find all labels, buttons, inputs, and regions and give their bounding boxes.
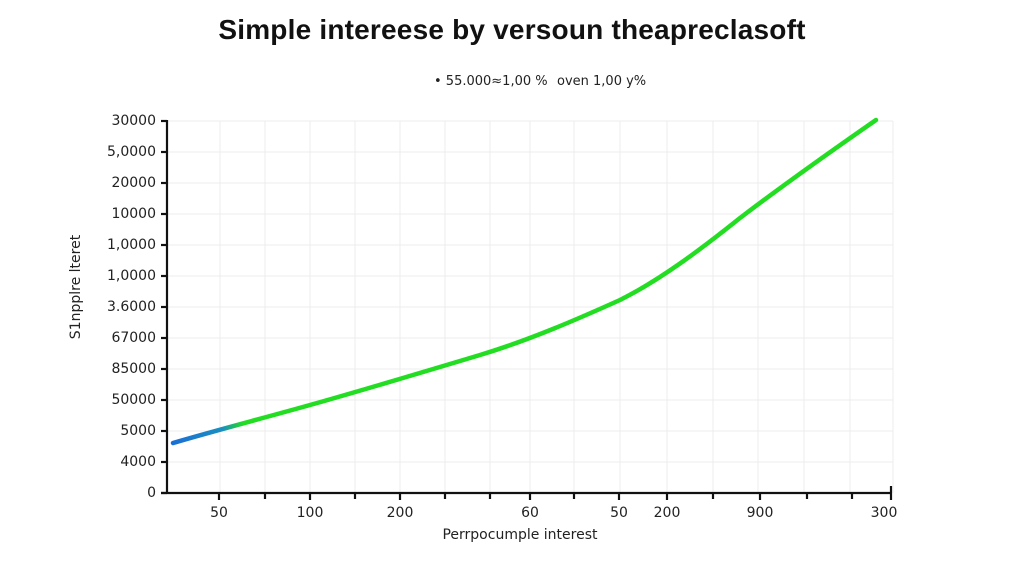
x-tick-label: 300	[870, 505, 898, 521]
y-tick-label: 1,0000	[107, 237, 156, 253]
x-axis-label: Perrpocumple interest	[442, 527, 598, 543]
y-axis	[161, 119, 169, 495]
chart-title: Simple intereese by versoun theapreclaso…	[218, 14, 806, 45]
y-tick-label: 10000	[111, 206, 156, 222]
x-tick-label: 50	[210, 505, 228, 521]
y-tick-label: 1,0000	[107, 268, 156, 284]
x-tick-label: 200	[386, 505, 414, 521]
x-tick-label: 200	[653, 505, 681, 521]
y-tick-label: 85000	[111, 361, 156, 377]
y-tick-label: 0	[147, 485, 156, 501]
x-axis	[161, 486, 893, 500]
y-tick-label: 20000	[111, 175, 156, 191]
y-tick-label: 3.6000	[107, 299, 156, 315]
x-tick-label: 50	[610, 505, 628, 521]
y-tick-label: 50000	[111, 392, 156, 408]
y-tick-label: 67000	[111, 330, 156, 346]
y-tick-label: 5000	[120, 423, 156, 439]
y-tick-label: 30000	[111, 113, 156, 129]
chart-subtitle-right: oven 1,00 y%	[557, 74, 647, 89]
y-tick-label: 5,0000	[107, 144, 156, 160]
x-tick-label: 60	[521, 505, 539, 521]
gridlines	[168, 120, 894, 493]
x-tick-label: 100	[296, 505, 324, 521]
y-axis-label: S1npplre lteret	[68, 234, 84, 340]
x-tick-label: 900	[746, 505, 774, 521]
y-tick-label: 4000	[120, 454, 156, 470]
interest-curve-line	[170, 117, 879, 446]
chart-subtitle-left: • 55.000≈1,00 %	[434, 74, 548, 89]
